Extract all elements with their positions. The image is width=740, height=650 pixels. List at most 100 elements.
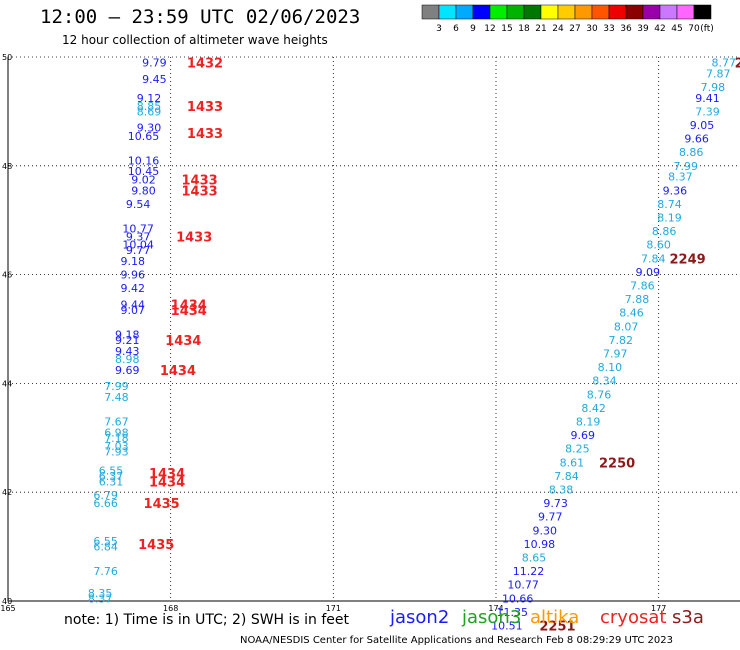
wave-height-label: 10.65 — [128, 130, 160, 143]
y-tick-label: 48 — [2, 162, 12, 171]
wave-height-label: 6.84 — [93, 541, 118, 554]
pass-time-label: 1433 — [187, 100, 223, 115]
pass-time-label: 22 — [735, 56, 740, 71]
wave-height-label: 10.66 — [502, 592, 534, 605]
wave-height-label: 9.09 — [636, 266, 661, 279]
wave-height-label: 8.85 — [137, 100, 162, 113]
wave-height-label: 8.69 — [137, 105, 162, 118]
wave-height-label: 9.69 — [115, 364, 140, 377]
wave-height-label: 7.93 — [104, 445, 129, 458]
wave-height-label: 7.48 — [104, 391, 129, 404]
pass-time-label: 1433 — [187, 127, 223, 142]
x-tick-label: 174 — [488, 604, 503, 613]
footer-note: note: 1) Time is in UTC; 2) SWH is in fe… — [64, 612, 350, 628]
legend-jason2: jason2 — [390, 607, 450, 628]
colorbar-swatch — [693, 4, 712, 20]
wave-height-label: 10.16 — [128, 154, 160, 167]
wave-height-label: 10.98 — [524, 538, 556, 551]
wave-height-label: 7.97 — [603, 347, 628, 360]
wave-height-label: 8.98 — [115, 353, 140, 366]
wave-height-label: 9.30 — [137, 122, 162, 135]
colorbar-label: 12 — [484, 24, 495, 34]
pass-time-label: 1434 — [165, 334, 201, 349]
x-tick-label: 165 — [0, 604, 15, 613]
wave-height-label: 9.80 — [131, 184, 156, 197]
wave-height-label: 8.35 — [88, 587, 113, 600]
pass-time-label: 1435 — [138, 538, 174, 553]
colorbar-label: 3 — [436, 24, 442, 34]
colorbar-label: 36 — [620, 24, 632, 34]
wave-height-label: 6.98 — [104, 426, 129, 439]
wave-height-label: 9.96 — [120, 269, 145, 282]
colorbar-label: 33 — [603, 24, 614, 34]
wave-height-label: 8.19 — [657, 211, 682, 224]
wave-height-label: 8.25 — [565, 443, 590, 456]
colorbar-label: 70 — [688, 24, 700, 34]
wave-height-label: 6.79 — [93, 489, 118, 502]
wave-height-label: 6.31 — [99, 475, 124, 488]
colorbar-label: 27 — [569, 24, 580, 34]
pass-time-label: 1434 — [160, 364, 196, 379]
wave-height-label: 10.51 — [491, 619, 523, 632]
wave-height-label: 9.54 — [126, 198, 151, 211]
chart-title: 12:00 – 23:59 UTC 02/06/2023 — [40, 6, 361, 28]
colorbar-label: 24 — [552, 24, 564, 34]
pass-time-label: 1434 — [171, 304, 207, 319]
legend-jason3: jason3 — [462, 607, 522, 628]
wave-height-label: 9.21 — [115, 334, 140, 347]
wave-height-label: 8.61 — [560, 456, 585, 469]
wave-height-label: 9.44 — [120, 299, 145, 312]
wave-height-label: 8.38 — [549, 483, 574, 496]
wave-height-label: 7.98 — [701, 81, 726, 94]
chart-subtitle: 12 hour collection of altimeter wave hei… — [62, 33, 328, 47]
colorbar-label: 30 — [586, 24, 598, 34]
credit-line: NOAA/NESDIS Center for Satellite Applica… — [240, 635, 673, 646]
wave-height-label: 9.43 — [115, 345, 140, 358]
wave-height-label: 8.10 — [598, 361, 623, 374]
x-tick-label: 168 — [163, 604, 178, 613]
legend-s3a: s3a — [672, 607, 704, 628]
colorbar-label: 6 — [453, 24, 459, 34]
colorbar-label: 21 — [535, 24, 546, 34]
pass-time-label: 1433 — [182, 173, 218, 188]
wave-height-label: 7.39 — [695, 105, 720, 118]
wave-height-label: 8.46 — [619, 307, 644, 320]
y-tick-label: 44 — [2, 379, 12, 388]
wave-height-label: 9.18 — [120, 255, 145, 268]
wave-height-label: 8.76 — [587, 388, 612, 401]
pass-time-label: 2251 — [539, 619, 575, 634]
wave-height-label: 6.66 — [93, 497, 118, 510]
colorbar-label: 45 — [671, 24, 682, 34]
wave-height-label: 9.66 — [684, 133, 709, 146]
wave-height-label: 9.42 — [120, 282, 145, 295]
wave-height-label: 10.77 — [507, 579, 539, 592]
wave-height-label: 8.60 — [646, 239, 671, 252]
wave-height-label: 7.67 — [104, 415, 129, 428]
colorbar: 3 6 9 12 15 18 21 24 27 30 33 36 39 42 45 70 (ft) — [421, 4, 714, 34]
legend-altika: altika — [530, 607, 580, 628]
wave-height-label: 7.82 — [608, 334, 633, 347]
wave-height-label: 6.37 — [99, 470, 124, 483]
y-tick-label: 46 — [2, 271, 12, 280]
colorbar-label: 15 — [501, 24, 512, 34]
wave-height-label: 9.45 — [142, 73, 167, 86]
colorbar-unit: (ft) — [700, 24, 714, 34]
colorbar-label: 9 — [470, 24, 476, 34]
wave-height-label: 9.30 — [533, 524, 558, 537]
pass-time-label: 1434 — [149, 467, 185, 482]
wave-height-label: 9.73 — [543, 497, 568, 510]
wave-height-label: 7.88 — [625, 293, 650, 306]
wave-height-label: 9.05 — [690, 119, 715, 132]
wave-height-label: 9.12 — [137, 92, 162, 105]
wave-height-label: 8.07 — [614, 320, 639, 333]
wave-height-label: 8.42 — [581, 402, 606, 415]
wave-height-label: 8.37 — [668, 171, 693, 184]
legend-cryosat: cryosat — [600, 607, 667, 628]
pass-time-label: 2249 — [670, 252, 706, 267]
y-tick-label: 42 — [2, 488, 12, 497]
wave-height-label: 10.77 — [122, 222, 154, 235]
x-tick-label: 171 — [326, 604, 341, 613]
wave-height-label: 8.86 — [652, 225, 677, 238]
wave-height-label: 8.37 — [88, 592, 113, 605]
wave-height-label: 8.77 — [711, 56, 736, 69]
